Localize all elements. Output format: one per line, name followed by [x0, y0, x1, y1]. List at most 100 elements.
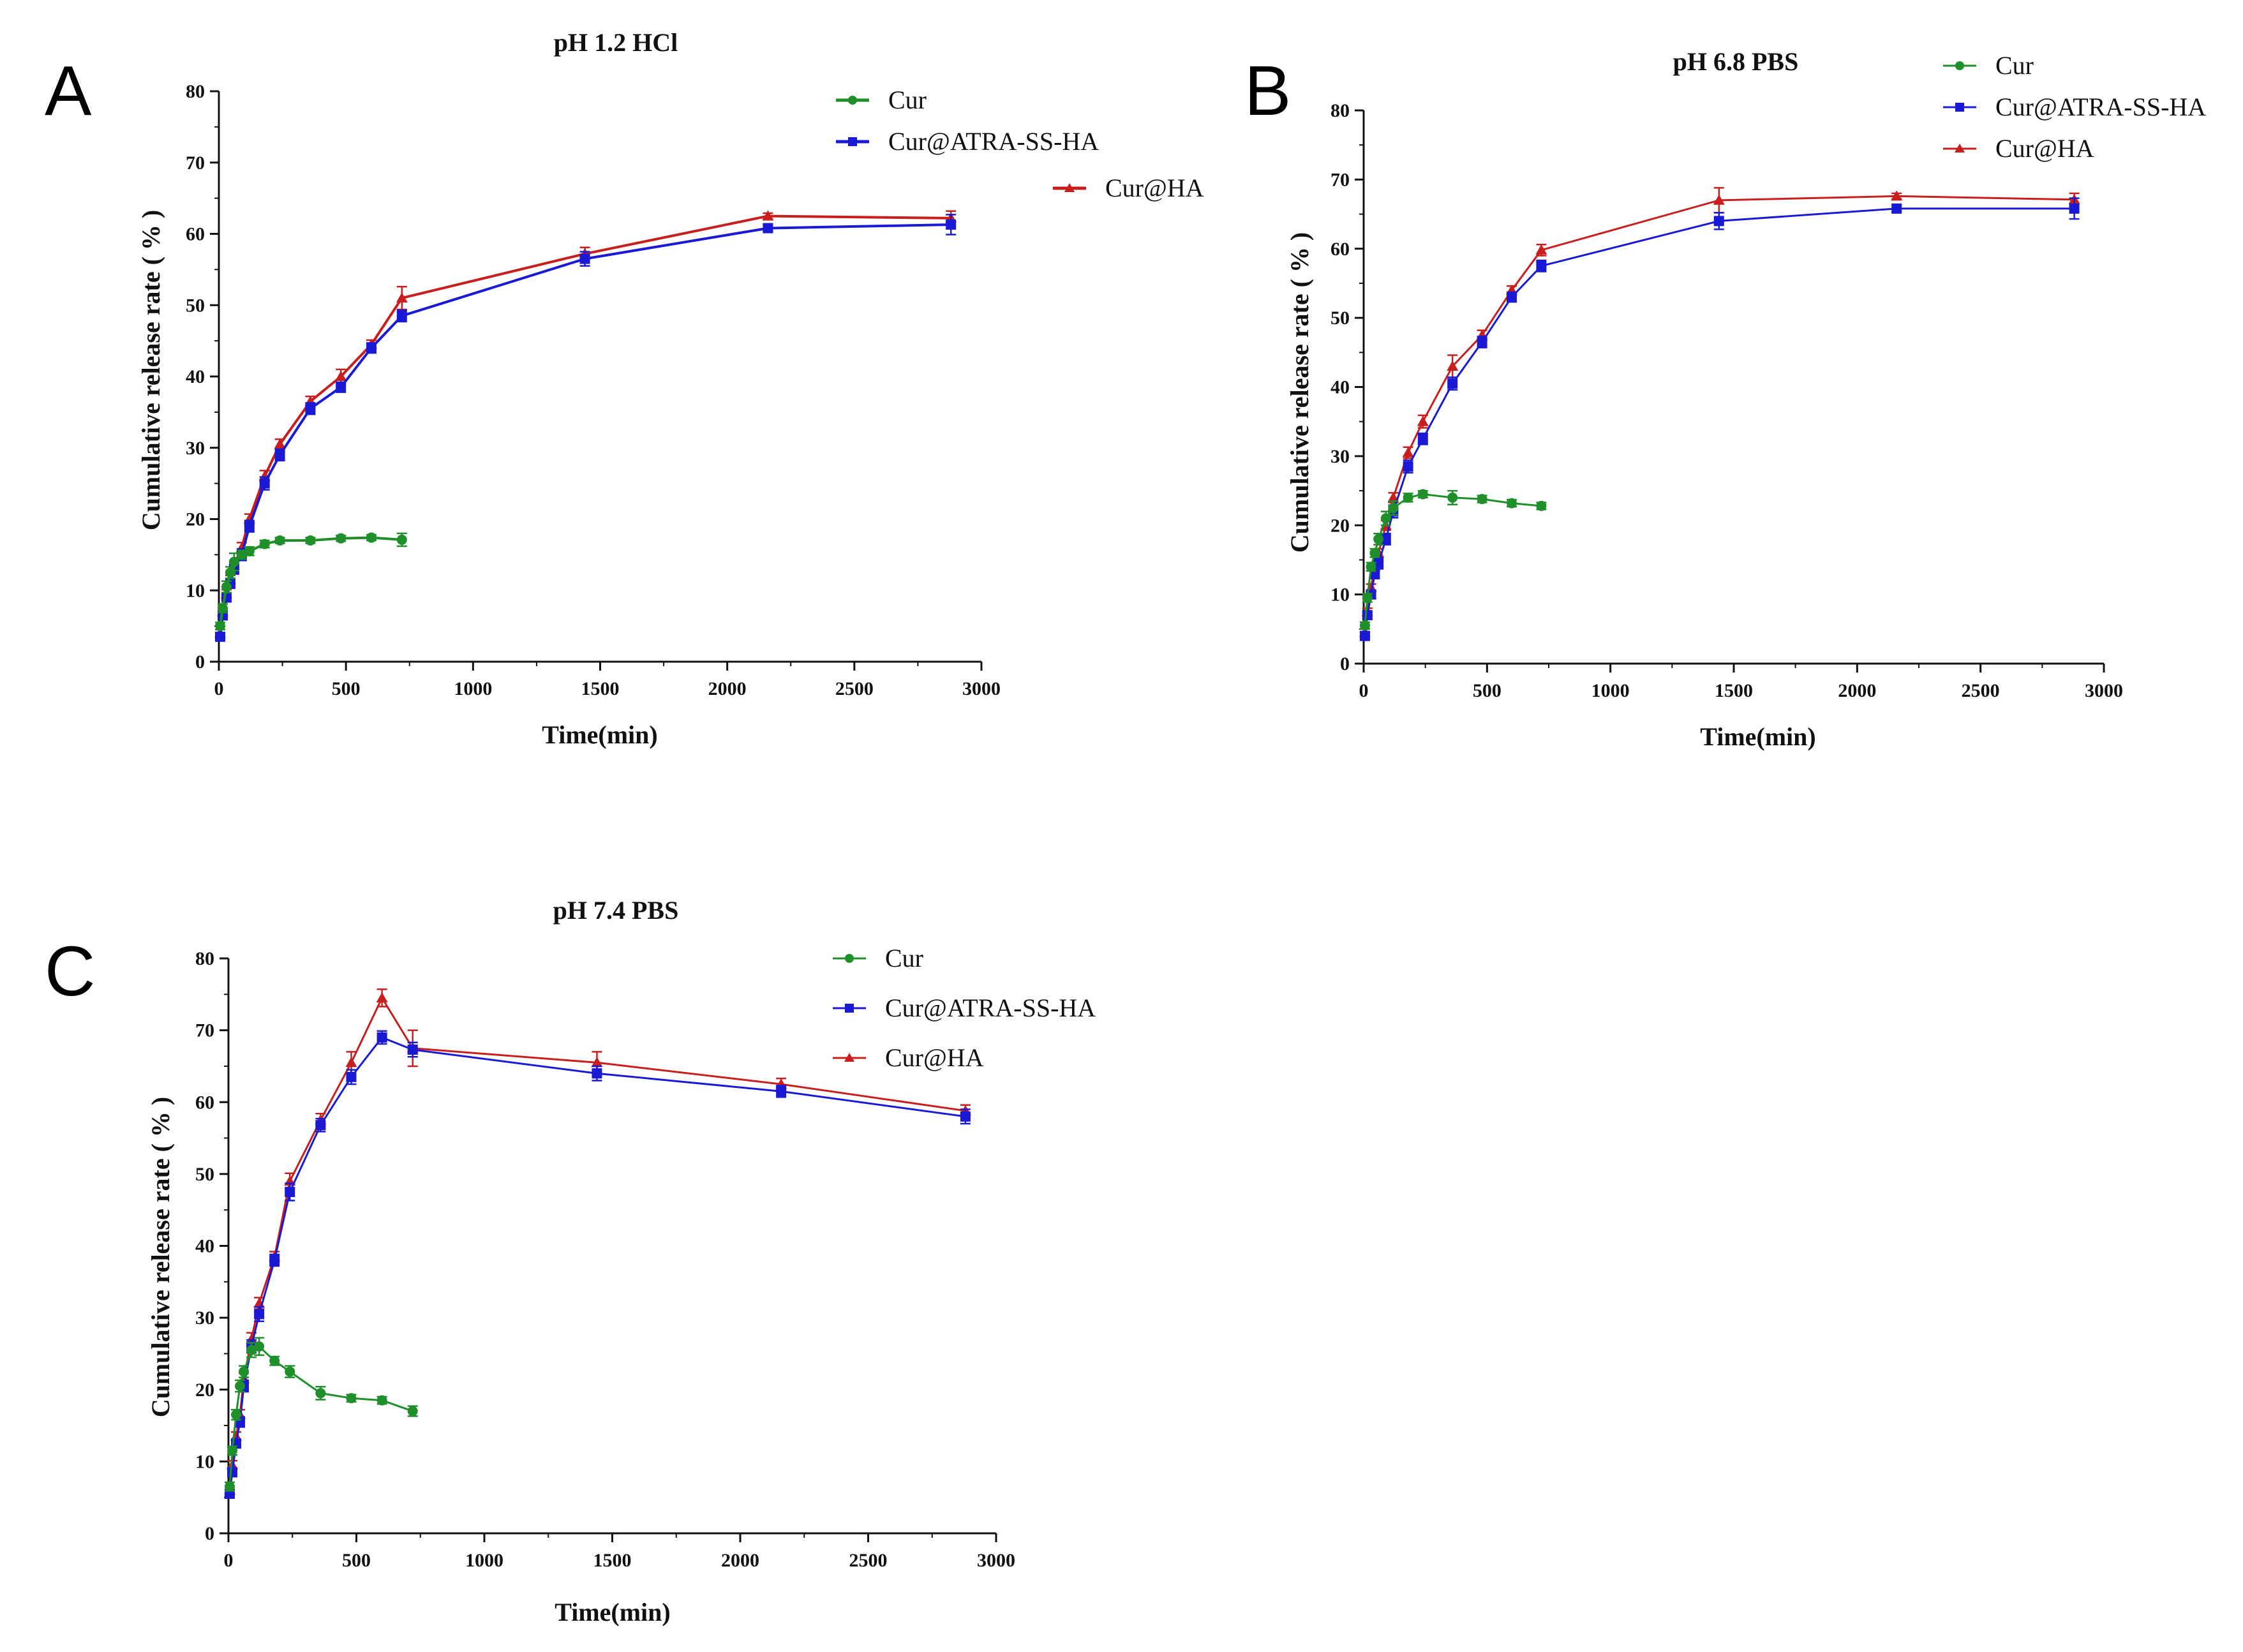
data-point [269, 1355, 280, 1366]
chart-title: pH 6.8 PBS [1673, 47, 1799, 76]
legend-label-cur-ha: Cur@HA [885, 1043, 984, 1072]
data-point [1388, 503, 1399, 514]
data-point [579, 253, 590, 264]
y-tick-label: 40 [186, 366, 205, 387]
data-point [254, 1341, 265, 1352]
data-point [592, 1068, 602, 1079]
data-point [762, 210, 774, 221]
data-point [946, 219, 957, 230]
data-point [376, 1032, 387, 1043]
legend-marker-cur [848, 96, 857, 105]
data-point [259, 539, 270, 549]
x-tick-label: 1500 [1715, 680, 1753, 701]
data-point [227, 1445, 238, 1456]
data-point [763, 223, 773, 234]
data-point [960, 1111, 971, 1122]
y-tick-label: 70 [1330, 169, 1350, 190]
data-point [1403, 492, 1413, 503]
panel-letter-c: C [45, 932, 95, 1011]
y-tick-label: 10 [195, 1451, 214, 1472]
data-point [336, 533, 347, 544]
y-axis-label: Cumulative release rate ( % ) [146, 1097, 175, 1417]
data-point [1507, 498, 1517, 509]
y-tick-label: 40 [1330, 377, 1350, 398]
plot-area: 0 10 20 30 40 50 60 70 80 0 500 1000 1500 2000 2500 300… [186, 81, 1001, 699]
data-point [214, 631, 225, 642]
legend-label-cur: Cur [885, 944, 923, 972]
data-point [396, 534, 407, 545]
legend: Cur Cur@ATRA-SS-HA Cur@HA [833, 944, 1096, 1072]
data-point [591, 1057, 603, 1068]
data-point [315, 1388, 326, 1399]
data-point [1535, 244, 1547, 255]
y-axis-label: Cumulative release rate ( % ) [137, 210, 165, 530]
data-point [1387, 491, 1399, 502]
data-point [214, 621, 225, 632]
data-point [776, 1086, 787, 1097]
data-point [346, 1071, 357, 1082]
data-point [305, 403, 316, 414]
data-point [1713, 216, 1724, 227]
series-line-cur-atra-ss-ha [228, 1036, 966, 1494]
data-point [285, 1366, 295, 1377]
chart-title: pH 7.4 PBS [553, 896, 679, 925]
y-tick-label: 30 [195, 1307, 214, 1328]
data-point [1713, 194, 1725, 205]
legend-label-cur-ha: Cur@HA [1995, 134, 2094, 163]
data-point [376, 992, 388, 1002]
data-point [1507, 292, 1517, 302]
data-point [285, 1187, 295, 1198]
chart-title: pH 1.2 HCl [554, 28, 678, 57]
data-point [1403, 461, 1413, 472]
series-cur [225, 1337, 418, 1492]
data-point [305, 535, 316, 546]
x-tick-label: 3000 [962, 678, 1001, 699]
data-point [221, 581, 232, 592]
x-tick-label: 2000 [721, 1550, 759, 1571]
data-point [274, 438, 286, 449]
y-tick-label: 80 [1330, 100, 1350, 121]
legend-item-cur-atra-ss-ha: Cur@ATRA-SS-HA [836, 127, 1099, 156]
data-point [217, 603, 228, 614]
x-tick-label: 1000 [465, 1550, 503, 1571]
y-tick-label: 20 [195, 1380, 214, 1401]
x-tick-label: 2000 [1838, 680, 1876, 701]
legend-label-cur-atra-ss-ha: Cur@ATRA-SS-HA [888, 127, 1099, 156]
data-point [1369, 547, 1380, 558]
x-tick-label: 500 [332, 678, 361, 699]
data-point [246, 1344, 257, 1355]
y-tick-label: 10 [1330, 584, 1350, 606]
data-point [1477, 494, 1487, 505]
data-point [396, 311, 407, 322]
data-point [254, 1309, 265, 1320]
data-point [1366, 562, 1376, 572]
data-point [225, 1481, 235, 1492]
x-tick-label: 2500 [1962, 680, 2000, 701]
data-point [1447, 492, 1458, 503]
legend-item-cur: Cur [1943, 51, 2034, 80]
y-tick-label: 70 [195, 1020, 214, 1041]
legend-marker-cur-atra-ss-ha [848, 137, 857, 146]
y-tick-label: 20 [1330, 515, 1350, 536]
y-tick-label: 80 [195, 948, 214, 969]
legend-label-cur-atra-ss-ha: Cur@ATRA-SS-HA [885, 993, 1096, 1022]
data-point [396, 292, 408, 303]
legend-item-cur: Cur [836, 86, 927, 114]
y-tick-label: 20 [186, 509, 205, 530]
y-tick-label: 50 [186, 295, 205, 316]
panel-a: A pH 1.2 HCl 0 10 20 30 40 50 60 70 80 0 500 1000 15… [45, 28, 1204, 749]
y-tick-label: 70 [186, 153, 205, 174]
data-point [239, 1366, 250, 1377]
data-point [235, 1381, 246, 1392]
series-line-cur-atra-ss-ha [1364, 207, 2075, 636]
x-tick-label: 500 [342, 1550, 371, 1571]
x-axis-label: Time(min) [1700, 722, 1815, 751]
legend-marker-cur-atra-ss-ha [1955, 103, 1964, 112]
data-point [407, 1406, 418, 1417]
data-point [1359, 620, 1370, 631]
y-tick-label: 30 [186, 438, 205, 459]
x-axis-label: Time(min) [555, 1598, 670, 1626]
y-tick-label: 60 [1330, 239, 1350, 260]
data-point [246, 1333, 258, 1344]
